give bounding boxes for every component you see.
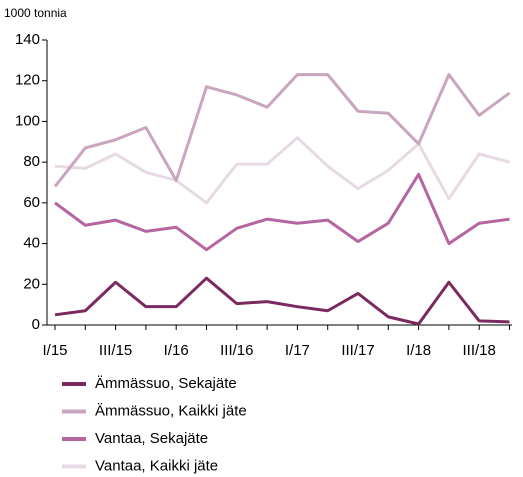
x-tick-label: III/15 bbox=[99, 342, 132, 359]
y-tick-label: 0 bbox=[32, 316, 40, 333]
y-tick-label: 40 bbox=[23, 235, 40, 252]
series-line bbox=[53, 73, 511, 188]
legend-label: Ämmässuo, Kaikki jäte bbox=[95, 402, 247, 419]
y-tick-label: 80 bbox=[23, 153, 40, 170]
x-tick-label: I/15 bbox=[42, 342, 67, 359]
y-tick-label: 120 bbox=[15, 72, 40, 89]
x-tick-label: III/18 bbox=[463, 342, 496, 359]
legend-label: Vantaa, Sekajäte bbox=[95, 430, 208, 447]
series-line bbox=[54, 172, 510, 252]
x-tick-label: III/16 bbox=[220, 342, 253, 359]
series-line bbox=[54, 276, 510, 326]
y-tick-label: 20 bbox=[23, 275, 40, 292]
x-tick-label: I/16 bbox=[164, 342, 189, 359]
x-tick-label: III/17 bbox=[341, 342, 374, 359]
y-tick-label: 60 bbox=[23, 194, 40, 211]
y-axis-label: 1000 tonnia bbox=[4, 6, 67, 20]
legend-label: Ämmässuo, Sekajäte bbox=[95, 375, 237, 392]
x-tick-label: I/18 bbox=[406, 342, 431, 359]
x-tick-label: I/17 bbox=[285, 342, 310, 359]
legend-label: Vantaa, Kaikki jäte bbox=[95, 457, 218, 474]
series-line bbox=[54, 136, 510, 205]
y-tick-label: 140 bbox=[15, 31, 40, 48]
y-tick-label: 100 bbox=[15, 112, 40, 129]
